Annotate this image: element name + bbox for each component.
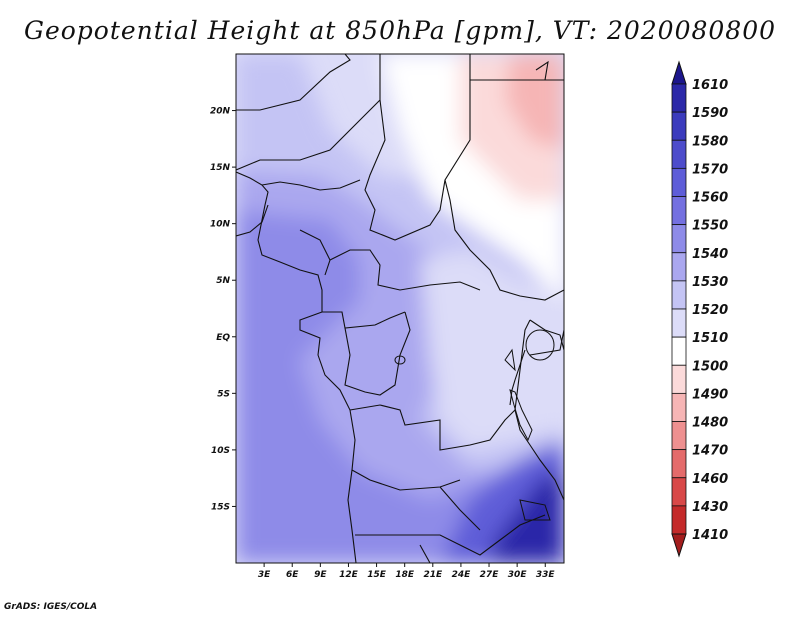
- colorbar-swatch: [671, 224, 687, 254]
- y-axis: 20N 15N 10N 5N EQ 5S 10S 15S: [210, 107, 236, 512]
- height-field: [236, 54, 564, 563]
- colorbar-swatch: [671, 477, 687, 507]
- y-tick-label: 15N: [210, 163, 231, 173]
- colorbar-swatch: [671, 421, 687, 451]
- x-tick-label: 18E: [395, 570, 415, 580]
- x-tick-label: 33E: [536, 570, 556, 580]
- colorbar: 1610 1590 1580 1570 1560 1550 1540 1530 1520 1510…: [671, 60, 728, 558]
- colorbar-swatch: [671, 196, 687, 226]
- colorbar-label: 1500: [692, 359, 728, 374]
- x-tick-label: 9E: [314, 570, 327, 580]
- colorbar-cap-bottom: [671, 533, 687, 558]
- y-tick-label: 5S: [217, 389, 230, 399]
- colorbar-label: 1430: [692, 500, 728, 515]
- colorbar-cap-top: [671, 60, 687, 85]
- colorbar-swatch: [671, 83, 687, 113]
- y-tick-label: 10N: [210, 220, 231, 230]
- colorbar-swatch: [671, 280, 687, 310]
- country-borders: [236, 54, 564, 563]
- y-tick-label: 5N: [216, 276, 230, 286]
- colorbar-label: 1510: [692, 331, 728, 346]
- colorbar-label: 1550: [692, 219, 728, 234]
- colorbar-swatch: [671, 139, 687, 169]
- contour-1550: [236, 210, 564, 563]
- colorbar-swatch: [671, 505, 687, 535]
- colorbar-label: 1530: [692, 275, 728, 290]
- colorbar-swatch: [671, 111, 687, 141]
- x-tick-label: 30E: [508, 570, 528, 580]
- y-tick-label: 10S: [211, 446, 230, 456]
- colorbar-swatch: [671, 167, 687, 197]
- colorbar-label: 1560: [692, 191, 728, 206]
- footer-credit: GrADS: IGES/COLA: [4, 602, 98, 612]
- x-axis: 3E 6E 9E 12E 15E 18E 21E 24E 27E 30E 33E: [258, 563, 556, 580]
- colorbar-label: 1610: [692, 78, 728, 93]
- colorbar-label: 1470: [692, 444, 728, 459]
- x-tick-label: 24E: [452, 570, 472, 580]
- colorbar-swatch: [671, 364, 687, 394]
- colorbar-label: 1520: [692, 303, 728, 318]
- colorbar-label: 1410: [692, 528, 728, 543]
- x-tick-label: 12E: [339, 570, 359, 580]
- map-frame: [235, 53, 565, 564]
- lakes: [394, 329, 555, 521]
- contour-1520-east: [420, 250, 564, 450]
- chart-title: Geopotential Height at 850hPa [gpm], VT:…: [23, 16, 777, 45]
- contour-1490: [505, 54, 564, 150]
- colorbar-swatch: [671, 449, 687, 479]
- x-tick-label: 15E: [367, 570, 387, 580]
- contour-1580: [490, 470, 564, 563]
- colorbar-swatch: [671, 336, 687, 366]
- x-tick-label: 3E: [258, 570, 271, 580]
- colorbar-label: 1540: [692, 247, 728, 262]
- contour-1510: [380, 54, 564, 300]
- colorbar-swatch: [671, 392, 687, 422]
- colorbar-swatch: [671, 252, 687, 282]
- x-tick-label: 6E: [286, 570, 299, 580]
- colorbar-swatch: [671, 308, 687, 338]
- colorbar-label: 1570: [692, 162, 728, 177]
- colorbar-label: 1480: [692, 416, 728, 431]
- colorbar-label: 1460: [692, 472, 728, 487]
- x-tick-label: 21E: [423, 570, 443, 580]
- y-tick-label: EQ: [216, 333, 230, 343]
- y-tick-label: 15S: [211, 502, 230, 512]
- colorbar-label: 1590: [692, 106, 728, 121]
- y-tick-label: 20N: [210, 107, 231, 117]
- x-tick-label: 27E: [480, 570, 500, 580]
- colorbar-label: 1490: [692, 387, 728, 402]
- colorbar-label: 1580: [692, 134, 728, 149]
